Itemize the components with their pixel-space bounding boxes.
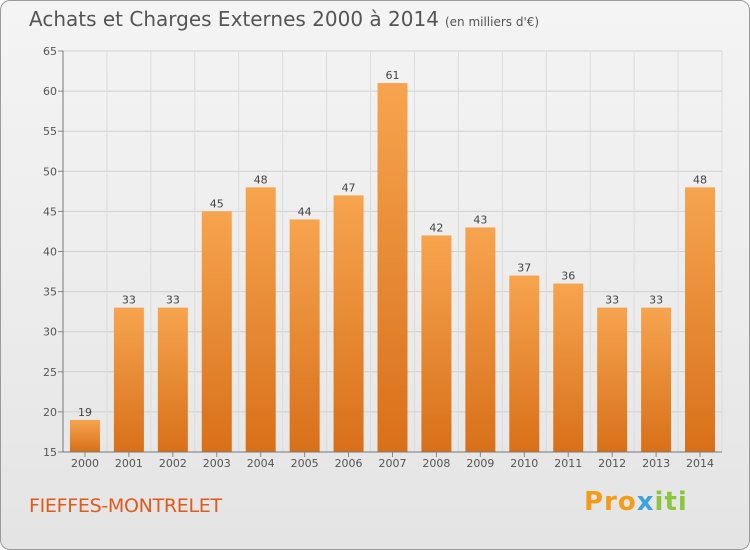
bar bbox=[157, 307, 188, 452]
bar-value-label: 37 bbox=[517, 262, 531, 275]
bar bbox=[289, 219, 320, 452]
bar-value-label: 44 bbox=[298, 205, 312, 218]
bar-value-label: 45 bbox=[210, 197, 224, 210]
bar-value-label: 33 bbox=[166, 294, 180, 307]
y-tick-label: 20 bbox=[43, 406, 57, 419]
x-tick-label: 2003 bbox=[203, 457, 231, 470]
bar bbox=[69, 419, 100, 452]
title-text: Achats et Charges Externes 2000 à 2014 bbox=[29, 7, 439, 31]
x-tick-label: 2011 bbox=[554, 457, 582, 470]
x-tick-label: 2007 bbox=[379, 457, 407, 470]
x-tick-label: 2009 bbox=[466, 457, 494, 470]
bar-value-label: 33 bbox=[122, 294, 136, 307]
x-tick-label: 2014 bbox=[686, 457, 714, 470]
bars: 19 33 33 45 48 44 47 61 42 43 37 36 33 33 48 bbox=[69, 69, 716, 453]
chart-title: Achats et Charges Externes 2000 à 2014 (e… bbox=[29, 7, 539, 31]
bar bbox=[201, 211, 232, 452]
bar-value-label: 19 bbox=[78, 406, 92, 419]
bar bbox=[685, 187, 716, 452]
x-tick-label: 2001 bbox=[115, 457, 143, 470]
bar-value-label: 48 bbox=[693, 173, 707, 186]
bar-value-label: 43 bbox=[473, 213, 487, 226]
bar bbox=[553, 283, 584, 452]
bar-value-label: 47 bbox=[342, 181, 356, 194]
y-tick-label: 40 bbox=[43, 246, 57, 259]
y-tick-label: 25 bbox=[43, 366, 57, 379]
y-tick-label: 45 bbox=[43, 205, 57, 218]
y-tick-label: 30 bbox=[43, 326, 57, 339]
x-tick-label: 2013 bbox=[642, 457, 670, 470]
bar bbox=[509, 275, 540, 452]
x-tick-label: 2005 bbox=[291, 457, 319, 470]
axes: 15 20 25 30 35 40 45 50 55 60 65 2000 2001 2002 2003 20… bbox=[43, 45, 722, 470]
bar-value-label: 61 bbox=[386, 69, 400, 82]
x-tick-label: 2010 bbox=[510, 457, 538, 470]
bar bbox=[465, 227, 496, 452]
x-tick-label: 2012 bbox=[598, 457, 626, 470]
bar bbox=[421, 235, 452, 452]
y-tick-label: 35 bbox=[43, 286, 57, 299]
y-tick-label: 60 bbox=[43, 85, 57, 98]
commune-name: FIEFFES-MONTRELET bbox=[29, 495, 222, 517]
proxiti-logo: Proxiti bbox=[584, 487, 688, 517]
bar bbox=[597, 307, 628, 452]
x-tick-label: 2006 bbox=[335, 457, 363, 470]
bar-value-label: 33 bbox=[605, 294, 619, 307]
y-tick-label: 55 bbox=[43, 125, 57, 138]
bar bbox=[377, 83, 408, 452]
bar-value-label: 42 bbox=[429, 221, 443, 234]
bar bbox=[113, 307, 144, 452]
y-tick-label: 50 bbox=[43, 165, 57, 178]
bar-value-label: 48 bbox=[254, 173, 268, 186]
x-tick-label: 2008 bbox=[422, 457, 450, 470]
y-tick-label: 15 bbox=[43, 446, 57, 459]
x-tick-label: 2002 bbox=[159, 457, 187, 470]
title-unit: (en milliers d'€) bbox=[444, 15, 540, 29]
bar-value-label: 36 bbox=[561, 270, 575, 283]
bar-value-label: 33 bbox=[649, 294, 663, 307]
bar bbox=[245, 187, 276, 452]
x-tick-label: 2004 bbox=[247, 457, 275, 470]
x-tick-label: 2000 bbox=[71, 457, 99, 470]
bar bbox=[641, 307, 672, 452]
bar bbox=[333, 195, 364, 453]
y-tick-label: 65 bbox=[43, 45, 57, 58]
